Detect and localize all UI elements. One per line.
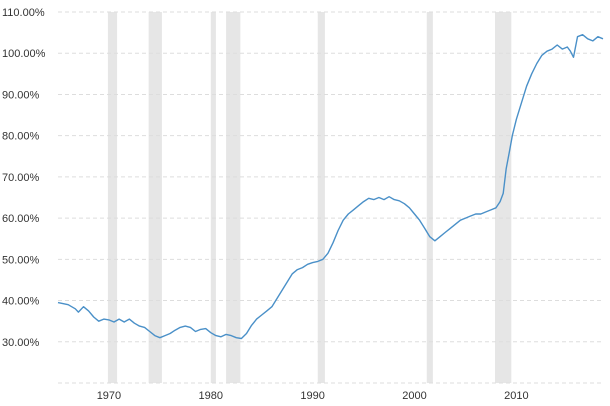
recession-band-4 bbox=[317, 12, 325, 383]
y-tick-label: 30.00% bbox=[2, 337, 40, 349]
recession-bands bbox=[107, 12, 512, 383]
y-tick-label: 80.00% bbox=[2, 131, 40, 143]
recession-band-2 bbox=[210, 12, 216, 383]
series-line-0 bbox=[57, 34, 604, 340]
y-tick-label: 60.00% bbox=[2, 213, 40, 225]
recession-band-3 bbox=[226, 12, 241, 383]
y-tick-label: 100.00% bbox=[2, 48, 46, 60]
recession-band-0 bbox=[107, 12, 118, 383]
recession-band-5 bbox=[426, 12, 433, 383]
x-tick-label: 2000 bbox=[402, 390, 426, 402]
x-tick-label: 1970 bbox=[97, 390, 121, 402]
y-tick-label: 50.00% bbox=[2, 254, 40, 266]
x-tick-label: 1980 bbox=[199, 390, 223, 402]
x-tick-label: 1990 bbox=[300, 390, 324, 402]
y-tick-label: 40.00% bbox=[2, 296, 40, 308]
recession-band-1 bbox=[148, 12, 162, 383]
y-axis-tick-labels: 30.00% 40.00% 50.00% 60.00% 70.00% 80.00% 90.0… bbox=[2, 7, 46, 349]
y-tick-label: 110.00% bbox=[2, 7, 45, 19]
recession-band-6 bbox=[495, 12, 512, 383]
x-axis-tick-labels: 1970 1980 1990 2000 2010 bbox=[97, 390, 529, 402]
grid-lines bbox=[58, 11, 603, 384]
y-tick-label: 70.00% bbox=[2, 172, 40, 184]
x-tick-label: 2010 bbox=[504, 390, 528, 402]
series-lines bbox=[57, 34, 604, 340]
y-tick-label: 90.00% bbox=[2, 89, 40, 101]
